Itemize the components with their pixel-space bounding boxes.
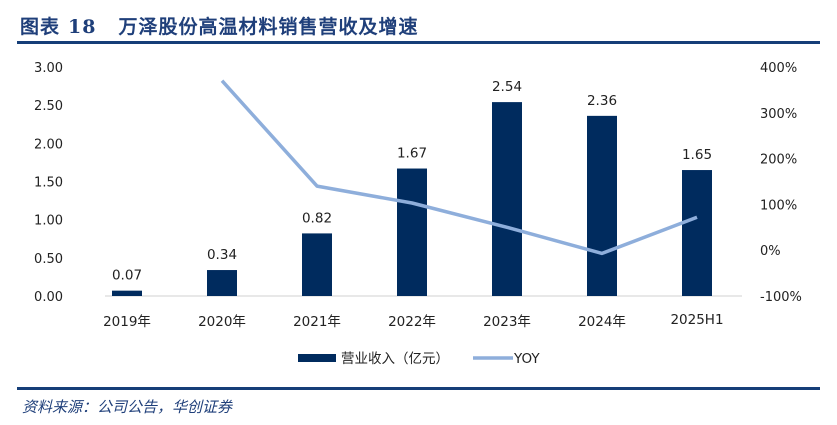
bar (397, 168, 427, 296)
left-tick-label: 3.00 (34, 61, 63, 76)
right-tick-label: 300% (760, 107, 797, 122)
legend-label-revenue: 营业收入（亿元） (341, 351, 449, 367)
right-tick-label: 0% (760, 244, 781, 259)
figure-label: 图表 (20, 16, 61, 38)
left-tick-label: 2.50 (34, 99, 63, 114)
bar-data-label: 0.34 (207, 247, 237, 263)
figure-title: 图表 18 万泽股份高温材料销售营收及增速 (20, 12, 418, 39)
legend-label-yoy: YOY (513, 351, 540, 367)
bottom-divider (17, 387, 820, 390)
x-tick-label: 2025H1 (670, 312, 723, 328)
x-tick-label: 2020年 (198, 314, 246, 330)
bar (302, 233, 332, 296)
left-axis: 0.00 0.50 1.00 1.50 2.00 2.50 3.00 (34, 61, 63, 305)
bar (492, 102, 522, 296)
bar-data-label: 0.07 (112, 268, 142, 284)
bar (682, 170, 712, 296)
figure-title-text: 万泽股份高温材料销售营收及增速 (118, 16, 419, 38)
left-tick-label: 0.50 (34, 252, 63, 267)
left-tick-label: 2.00 (34, 137, 63, 152)
right-tick-label: -100% (760, 290, 802, 305)
left-tick-label: 1.00 (34, 214, 63, 229)
bar-data-label: 0.82 (302, 210, 332, 226)
bar-data-label: 1.67 (397, 146, 427, 162)
x-tick-label: 2023年 (483, 314, 531, 330)
legend: 营业收入（亿元） YOY (298, 351, 540, 367)
x-tick-label: 2021年 (293, 314, 341, 330)
chart: 0.00 0.50 1.00 1.50 2.00 2.50 3.00 -100% 0% 100%… (34, 61, 802, 367)
bar-data-labels: 0.07 0.34 0.82 1.67 2.54 2.36 1.65 (112, 79, 712, 284)
left-tick-label: 0.00 (34, 290, 63, 305)
figure-number: 18 (68, 16, 97, 38)
x-tick-label: 2022年 (388, 314, 436, 330)
x-tick-label: 2019年 (103, 314, 151, 330)
right-axis: -100% 0% 100% 200% 300% 400% (760, 61, 802, 305)
bar (112, 290, 142, 296)
bar-data-label: 2.54 (492, 79, 522, 95)
x-tick-label: 2024年 (578, 314, 626, 330)
right-tick-label: 400% (760, 61, 797, 76)
bar-data-label: 2.36 (587, 93, 617, 109)
source-note: 资料来源：公司公告，华创证券 (22, 398, 233, 416)
x-axis: 2019年 2020年 2021年 2022年 2023年 2024年 2025H1 (103, 312, 723, 330)
bar-series (112, 102, 712, 296)
right-tick-label: 100% (760, 198, 797, 213)
left-tick-label: 1.50 (34, 176, 63, 191)
right-tick-label: 200% (760, 153, 797, 168)
bar-data-label: 1.65 (682, 147, 712, 163)
bar (207, 270, 237, 296)
bar (587, 115, 617, 296)
top-divider (17, 41, 820, 44)
legend-swatch-revenue (298, 354, 336, 362)
yoy-line (220, 79, 698, 256)
